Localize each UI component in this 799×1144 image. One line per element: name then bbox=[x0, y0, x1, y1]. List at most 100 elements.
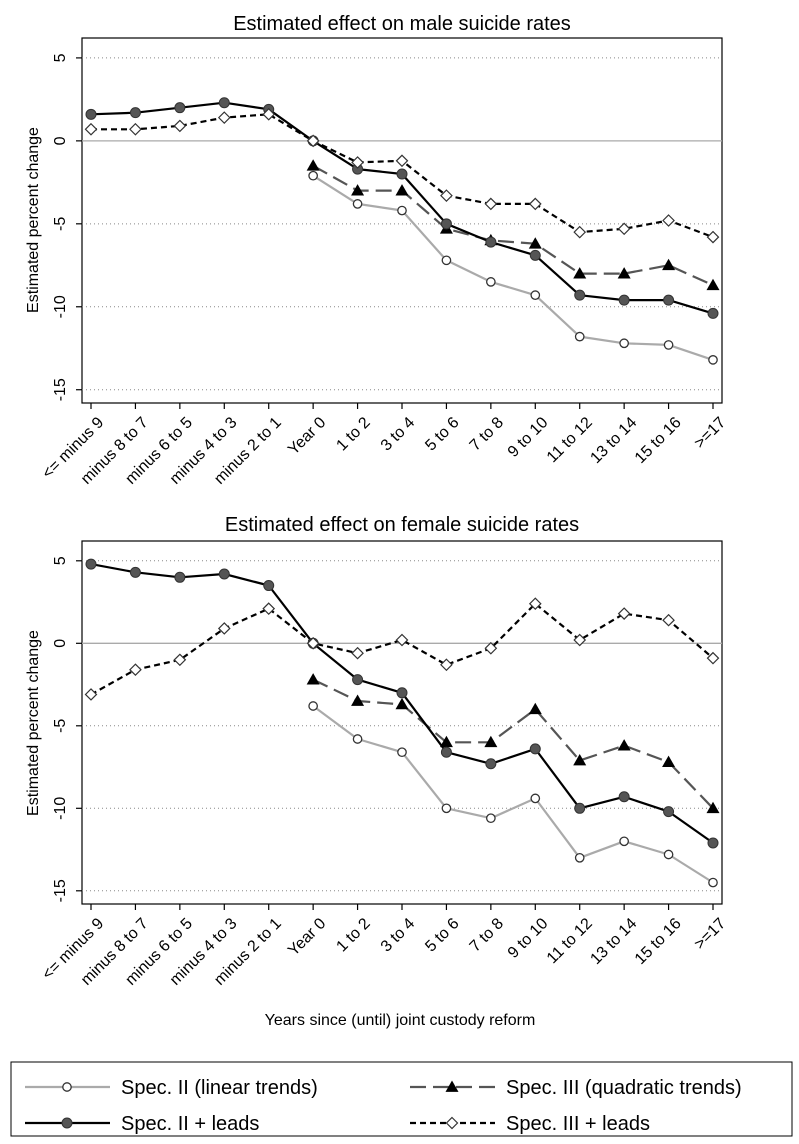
female-point-quadratic-leads bbox=[573, 633, 587, 647]
female-point-quadratic bbox=[395, 697, 409, 710]
female-series-line-quadratic bbox=[312, 678, 714, 810]
female-point-quadratic bbox=[439, 735, 453, 748]
male-point-linear bbox=[619, 338, 629, 349]
female-x-tick-label: 3 to 4 bbox=[378, 915, 418, 955]
male-point-quadratic-leads bbox=[351, 156, 364, 169]
male-y-tick-label: -5 bbox=[52, 217, 69, 231]
female-point-leads bbox=[396, 687, 408, 699]
male-point-leads bbox=[663, 294, 675, 306]
male-point-leads bbox=[129, 107, 141, 119]
male-point-linear bbox=[486, 277, 496, 287]
female-point-quadratic bbox=[706, 801, 720, 814]
male-point-quadratic bbox=[306, 159, 320, 171]
legend-item-label: Spec. II (linear trends) bbox=[121, 1077, 318, 1099]
female-point-linear bbox=[486, 813, 496, 824]
legend-item-label: Spec. III (quadratic trends) bbox=[506, 1077, 742, 1099]
female-point-quadratic-leads bbox=[662, 613, 675, 627]
legend-item-label: Spec. III + leads bbox=[506, 1113, 650, 1135]
male-point-quadratic-leads bbox=[440, 189, 453, 202]
male-point-leads bbox=[174, 102, 186, 114]
male-point-quadratic bbox=[617, 267, 631, 279]
female-point-quadratic bbox=[662, 755, 676, 767]
female-chart-title: Estimated effect on female suicide rates bbox=[225, 514, 579, 536]
male-point-quadratic-leads bbox=[662, 214, 675, 227]
female-point-quadratic-leads bbox=[306, 636, 320, 650]
male-point-leads bbox=[707, 307, 719, 319]
male-series-line-quadratic bbox=[312, 164, 714, 287]
male-x-tick-label: 11 to 12 bbox=[544, 414, 596, 466]
legend-box bbox=[10, 1061, 793, 1137]
female-y-tick-label: -5 bbox=[52, 719, 69, 733]
female-point-leads bbox=[218, 568, 230, 580]
female-point-linear bbox=[708, 877, 718, 888]
female-point-quadratic-leads bbox=[84, 688, 98, 701]
male-x-tick-label: 7 to 8 bbox=[467, 414, 507, 454]
male-point-quadratic-leads bbox=[217, 111, 231, 124]
male-point-linear bbox=[441, 255, 452, 266]
female-y-tick-label: 0 bbox=[52, 639, 69, 648]
female-point-leads bbox=[574, 802, 586, 814]
male-series-line-linear bbox=[312, 174, 714, 361]
legend-item-label: Spec. II + leads bbox=[121, 1113, 259, 1135]
male-point-quadratic bbox=[395, 184, 409, 196]
legend-swatch-marker bbox=[445, 1116, 459, 1130]
legend: Spec. II (linear trends) Spec. III (quadr… bbox=[10, 1061, 793, 1137]
female-x-tick-label: 11 to 12 bbox=[544, 915, 596, 967]
female-point-linear bbox=[397, 747, 407, 758]
male-point-linear bbox=[352, 199, 363, 209]
female-y-tick-label: -15 bbox=[52, 879, 69, 902]
female-point-quadratic-leads bbox=[484, 641, 498, 655]
male-x-tick-label: 5 to 6 bbox=[422, 414, 462, 454]
male-y-tick-label: -15 bbox=[52, 378, 69, 401]
female-point-linear bbox=[663, 849, 674, 860]
female-point-quadratic-leads bbox=[528, 597, 542, 611]
male-point-linear bbox=[663, 340, 674, 350]
male-chart-panel: Estimated effect on male suicide rates E… bbox=[25, 13, 729, 488]
male-y-tick-label: 0 bbox=[52, 136, 69, 145]
female-y-tick-label: 5 bbox=[52, 556, 69, 565]
female-point-quadratic-leads bbox=[173, 653, 187, 667]
male-point-linear bbox=[397, 205, 407, 216]
female-point-leads bbox=[485, 758, 497, 770]
male-point-quadratic-leads bbox=[173, 119, 187, 133]
female-point-leads bbox=[129, 566, 141, 578]
legend-swatch-marker bbox=[61, 1117, 73, 1129]
male-point-quadratic-leads bbox=[306, 134, 320, 148]
female-y-axis-label: Estimated percent change bbox=[25, 630, 42, 816]
male-plot-frame bbox=[81, 37, 723, 404]
female-point-quadratic-leads bbox=[617, 607, 631, 620]
legend-swatch-marker bbox=[445, 1080, 459, 1092]
male-point-quadratic bbox=[662, 258, 676, 271]
male-point-quadratic-leads bbox=[129, 122, 142, 136]
female-point-quadratic-leads bbox=[440, 658, 453, 672]
female-point-leads bbox=[707, 837, 719, 849]
male-point-quadratic-leads bbox=[484, 197, 498, 211]
male-point-quadratic-leads bbox=[395, 154, 409, 168]
female-point-leads bbox=[174, 571, 186, 583]
female-plot-frame bbox=[81, 540, 723, 905]
male-x-tick-label: Year 0 bbox=[285, 414, 329, 458]
male-point-quadratic bbox=[573, 267, 587, 279]
male-point-quadratic-leads bbox=[706, 230, 720, 244]
male-point-linear bbox=[308, 170, 318, 181]
male-chart-title: Estimated effect on male suicide rates bbox=[233, 13, 571, 35]
male-point-leads bbox=[485, 236, 497, 248]
male-point-quadratic-leads bbox=[528, 197, 542, 211]
female-point-linear bbox=[352, 734, 363, 744]
male-x-tick-label: 15 to 16 bbox=[632, 414, 685, 467]
male-point-leads bbox=[574, 289, 586, 301]
male-point-quadratic-leads bbox=[573, 225, 587, 239]
male-point-leads bbox=[218, 97, 230, 109]
female-point-quadratic bbox=[528, 702, 542, 715]
male-y-tick-label: 5 bbox=[52, 53, 69, 62]
male-point-leads bbox=[440, 218, 452, 230]
male-point-quadratic-leads bbox=[84, 122, 98, 136]
male-point-leads bbox=[396, 168, 408, 180]
female-point-quadratic bbox=[573, 753, 587, 766]
male-x-tick-label: 3 to 4 bbox=[378, 414, 418, 454]
female-point-quadratic bbox=[617, 739, 631, 751]
female-series-line-linear bbox=[312, 705, 714, 884]
